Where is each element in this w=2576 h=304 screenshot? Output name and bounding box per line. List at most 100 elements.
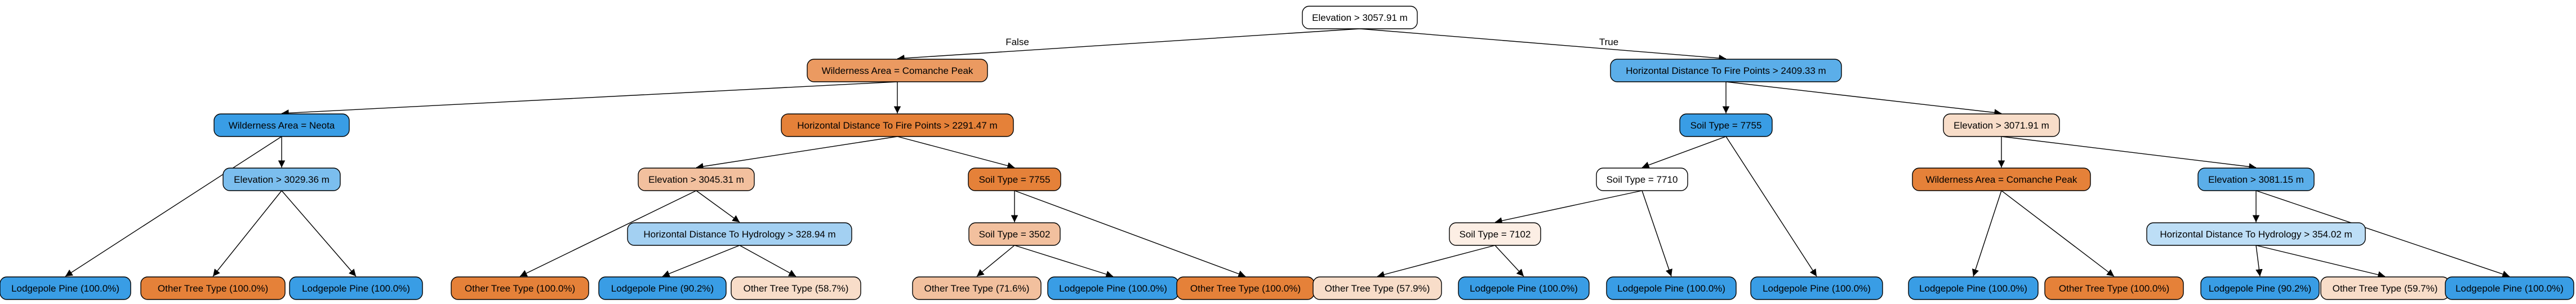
edge-arrow — [696, 136, 898, 170]
decision-node-box — [638, 168, 755, 191]
leaf-node-label: Other Tree Type (100.0%) — [2059, 283, 2169, 294]
leaf-node-box — [0, 276, 131, 300]
decision-node-box — [1912, 168, 2091, 191]
nodes-layer: Elevation > 3057.91 m Wilderness Area = C… — [0, 6, 2574, 300]
edge-arrow — [2001, 190, 2115, 277]
decision-node-box — [2197, 168, 2315, 191]
edge-arrow — [281, 190, 357, 277]
leaf-node-box — [1908, 276, 2039, 300]
leaf-node: Lodgepole Pine (100.0%) — [289, 276, 423, 300]
leaf-node-label: Other Tree Type (58.7%) — [744, 283, 849, 294]
decision-node: Elevation > 3057.91 m — [1302, 6, 1418, 29]
decision-node-label: Elevation > 3029.36 m — [234, 174, 330, 185]
leaf-node-box — [731, 276, 861, 300]
decision-node-box — [627, 222, 852, 246]
edge-arrow — [212, 190, 282, 277]
edge-arrow — [1377, 245, 1496, 278]
decision-node-label: Elevation > 3081.15 m — [2208, 174, 2304, 185]
edge-arrow — [2001, 136, 2257, 170]
leaf-node-label: Lodgepole Pine (100.0%) — [1617, 283, 1725, 294]
edges-layer — [65, 28, 2510, 279]
leaf-node: Other Tree Type (100.0%) — [2044, 276, 2184, 300]
decision-node: Soil Type = 3502 — [968, 222, 1061, 246]
decision-node: Horizontal Distance To Hydrology > 354.0… — [2146, 222, 2366, 246]
leaf-node-box — [1606, 276, 1737, 300]
leaf-node: Lodgepole Pine (90.2%) — [598, 276, 727, 300]
leaf-node-box — [1458, 276, 1590, 300]
decision-node: Soil Type = 7102 — [1449, 222, 1541, 246]
leaf-node-label: Lodgepole Pine (90.2%) — [611, 283, 714, 294]
edge-label-false: False — [1006, 37, 1029, 47]
decision-node-box — [2146, 222, 2366, 246]
edge-arrow — [2255, 245, 2263, 277]
leaf-node-label: Other Tree Type (57.9%) — [1325, 283, 1430, 294]
edge-arrow — [65, 136, 282, 277]
decision-node-box — [1449, 222, 1541, 246]
decision-node: Horizontal Distance To Fire Points > 240… — [1610, 59, 1842, 82]
edge-arrow — [519, 190, 697, 277]
decision-node-box — [807, 59, 988, 82]
edge-arrow — [1359, 28, 1727, 62]
leaf-node: Other Tree Type (100.0%) — [1176, 276, 1315, 300]
edge-arrow — [1725, 136, 1817, 277]
leaf-node: Lodgepole Pine (100.0%) — [0, 276, 131, 300]
edge-arrow — [976, 245, 1015, 277]
edge-arrow — [897, 28, 1360, 62]
leaf-node-box — [2044, 276, 2184, 300]
leaf-node: Other Tree Type (59.7%) — [2320, 276, 2450, 300]
decision-node-label: Wilderness Area = Neota — [229, 120, 335, 131]
leaf-node-box — [2200, 276, 2320, 300]
decision-node-box — [1302, 6, 1418, 29]
decision-node: Soil Type = 7755 — [968, 168, 1061, 191]
edge-arrow — [2255, 190, 2510, 277]
decision-node: Elevation > 3029.36 m — [223, 168, 341, 191]
decision-node: Wilderness Area = Comanche Peak — [807, 59, 988, 82]
leaf-node-label: Lodgepole Pine (100.0%) — [1059, 283, 1167, 294]
edge-arrow — [1014, 190, 1246, 277]
leaf-node-label: Other Tree Type (59.7%) — [2333, 283, 2438, 294]
leaf-node: Other Tree Type (100.0%) — [451, 276, 589, 300]
edge-arrow — [897, 136, 1015, 169]
edge-arrow — [696, 190, 740, 223]
leaf-node-label: Lodgepole Pine (100.0%) — [302, 283, 410, 294]
leaf-node: Lodgepole Pine (100.0%) — [1908, 276, 2039, 300]
leaf-node-label: Lodgepole Pine (90.2%) — [2209, 283, 2311, 294]
edge-arrow — [1494, 245, 1524, 277]
leaf-node-label: Lodgepole Pine (100.0%) — [1470, 283, 1578, 294]
decision-node-box — [213, 113, 350, 137]
decision-node-label: Horizontal Distance To Hydrology > 328.9… — [643, 229, 835, 240]
leaf-node-box — [140, 276, 286, 300]
leaf-node: Lodgepole Pine (90.2%) — [2200, 276, 2320, 300]
leaf-node-label: Lodgepole Pine (100.0%) — [2455, 283, 2564, 294]
decision-node: Elevation > 3045.31 m — [638, 168, 755, 191]
leaf-node-box — [1313, 276, 1442, 300]
leaf-node-label: Other Tree Type (100.0%) — [465, 283, 575, 294]
edge-arrow — [281, 81, 898, 117]
leaf-node-label: Lodgepole Pine (100.0%) — [1763, 283, 1871, 294]
decision-node: Elevation > 3081.15 m — [2197, 168, 2315, 191]
leaf-node: Other Tree Type (57.9%) — [1313, 276, 1442, 300]
leaf-node: Other Tree Type (58.7%) — [731, 276, 861, 300]
edge-arrow — [1014, 245, 1114, 278]
decision-node-label: Soil Type = 7755 — [979, 174, 1051, 185]
leaf-node-box — [1750, 276, 1883, 300]
leaf-node-box — [598, 276, 727, 300]
decision-node-box — [1943, 113, 2060, 137]
leaf-node: Lodgepole Pine (100.0%) — [1750, 276, 1883, 300]
decision-node-label: Soil Type = 3502 — [979, 229, 1051, 240]
decision-node: Wilderness Area = Neota — [213, 113, 350, 137]
edge-arrow — [2255, 245, 2386, 279]
leaf-node: Other Tree Type (71.6%) — [912, 276, 1042, 300]
edge-arrow — [739, 245, 797, 277]
decision-node-label: Elevation > 3045.31 m — [648, 174, 744, 185]
leaf-node-label: Other Tree Type (100.0%) — [158, 283, 268, 294]
decision-node-label: Elevation > 3057.91 m — [1312, 12, 1408, 23]
leaf-node-label: Lodgepole Pine (100.0%) — [1919, 283, 2027, 294]
decision-node-box — [1610, 59, 1842, 82]
edge-arrow — [662, 245, 740, 277]
edge-arrow — [1494, 190, 1643, 224]
decision-node-box — [223, 168, 341, 191]
leaf-node-box — [451, 276, 589, 300]
decision-node: Soil Type = 7710 — [1596, 168, 1688, 191]
